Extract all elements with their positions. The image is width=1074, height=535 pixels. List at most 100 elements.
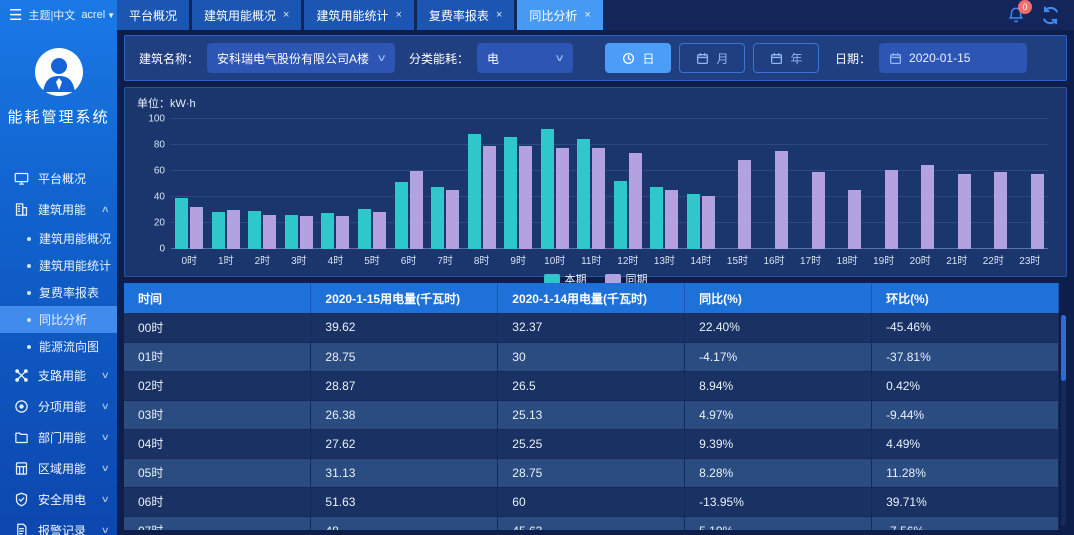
- table-cell: 28.75: [310, 342, 499, 372]
- bar-同期-19时: [884, 169, 898, 249]
- theme-language-switch[interactable]: 主题|中文: [28, 10, 76, 22]
- sidebar-item-7[interactable]: 报警记录 ∨: [0, 515, 117, 535]
- y-axis-tick-label: 60: [153, 165, 165, 177]
- gridline: [171, 144, 1048, 145]
- table-cell: 8.28%: [684, 458, 873, 488]
- bar-group-1时: [208, 119, 245, 249]
- user-avatar-icon: [35, 49, 82, 95]
- building-select-value: 安科瑞电气股份有限公司A楼: [217, 51, 370, 66]
- calendar-icon: [890, 52, 902, 64]
- chevron-down-icon: ∨: [375, 52, 387, 64]
- table-cell: 5.19%: [684, 516, 873, 530]
- sidebar-subitem-0[interactable]: 建筑用能概况: [0, 225, 117, 252]
- bar-group-6时: [390, 119, 427, 249]
- tab-close-icon[interactable]: ×: [495, 9, 503, 21]
- document-icon: [13, 523, 29, 535]
- table-scrollbar-track: [1061, 315, 1066, 526]
- chevron-up-icon: ∧: [101, 204, 111, 214]
- table-cell: 31.13: [310, 458, 499, 488]
- folder-icon: [13, 430, 29, 446]
- tab-1[interactable]: 建筑用能概况 ×: [192, 0, 302, 30]
- sidebar-subitem-2[interactable]: 复费率报表: [0, 279, 117, 306]
- date-label: 日期：: [835, 51, 872, 66]
- table-cell: -4.17%: [684, 342, 873, 372]
- tab-3[interactable]: 复费率报表 ×: [416, 0, 515, 30]
- calendar-icon: [696, 52, 709, 65]
- username: acrel: [81, 9, 106, 21]
- menu-toggle-icon[interactable]: ☰: [9, 7, 23, 24]
- granularity-button-2[interactable]: 年: [753, 43, 820, 73]
- sidebar-subitem-4[interactable]: 能源流向图: [0, 333, 117, 360]
- x-axis-tick-label: 18时: [836, 256, 858, 267]
- tab-close-icon[interactable]: ×: [584, 9, 591, 21]
- x-axis-tick-label: 2时: [254, 256, 271, 267]
- bar-同期-17时: [811, 171, 825, 249]
- granularity-label: 年: [790, 51, 803, 66]
- granularity-label: 月: [716, 51, 729, 66]
- table-scrollbar-thumb[interactable]: [1061, 315, 1066, 381]
- building-select[interactable]: 安科瑞电气股份有限公司A楼 ∨: [207, 43, 396, 73]
- notification-bell-icon[interactable]: 0: [1007, 0, 1032, 24]
- sidebar-subitem-1[interactable]: 建筑用能统计: [0, 252, 117, 279]
- tab-2[interactable]: 建筑用能统计 ×: [304, 0, 414, 30]
- sidebar-item-5[interactable]: 区域用能 ∨: [0, 453, 117, 484]
- app-title: 能耗管理系统: [7, 109, 110, 126]
- x-axis-line: [171, 248, 1048, 249]
- chevron-down-icon: ∨: [101, 370, 111, 380]
- tab-4[interactable]: 同比分析 ×: [517, 0, 603, 30]
- bar-group-2时: [244, 119, 281, 249]
- comparison-table: 时间 2020-1-15用电量(千瓦时) 2020-1-14用电量(千瓦时) 同比(%…: [124, 283, 1059, 530]
- table-cell: 01时: [124, 342, 312, 372]
- user-menu[interactable]: acrel ▼: [81, 9, 115, 21]
- legend-swatch: [604, 274, 621, 284]
- x-axis-tick-label: 16时: [763, 256, 785, 267]
- bar-本期-11时: [577, 138, 591, 249]
- chevron-down-icon: ∨: [101, 494, 111, 504]
- table-row-0: 00时 39.62 32.37 22.40% -45.46%: [124, 313, 1059, 343]
- date-picker[interactable]: 2020-01-15: [879, 43, 1028, 73]
- sidebar-item-1[interactable]: 建筑用能 ∧: [0, 194, 117, 225]
- sidebar-item-label: 平台概况: [38, 172, 87, 186]
- bullet-icon: [27, 317, 31, 322]
- sidebar-subitem-label: 复费率报表: [39, 286, 100, 300]
- tab-close-icon[interactable]: ×: [395, 9, 402, 21]
- table-cell: 51.63: [310, 487, 499, 517]
- bar-本期-10时: [540, 128, 554, 249]
- bar-同期-5时: [373, 211, 386, 249]
- sidebar-top: ☰ 主题|中文 acrel ▼: [0, 0, 117, 30]
- table-cell: 25.25: [497, 429, 686, 459]
- energy-type-select[interactable]: 电 ∨: [477, 43, 574, 73]
- sidebar-subitem-3[interactable]: 同比分析: [0, 306, 117, 333]
- table-cell: 22.40%: [684, 313, 873, 343]
- tab-close-icon[interactable]: ×: [283, 9, 290, 21]
- bar-同期-22时: [994, 171, 1008, 249]
- sidebar-subitem-label: 同比分析: [39, 313, 88, 327]
- x-axis-tick-label: 21时: [946, 256, 968, 267]
- tab-label: 建筑用能概况: [204, 8, 277, 23]
- table-cell: 39.62: [310, 313, 499, 343]
- bar-本期-5时: [358, 208, 371, 249]
- refresh-icon[interactable]: [1041, 6, 1060, 25]
- energy-type-value: 电: [487, 51, 500, 66]
- bar-同期-11时: [592, 147, 606, 249]
- table-cell: 05时: [124, 458, 312, 488]
- x-axis-tick-label: 4时: [327, 256, 344, 267]
- bar-同期-15时: [738, 159, 752, 249]
- bar-同期-6时: [409, 171, 423, 249]
- sidebar-item-3[interactable]: 分项用能 ∨: [0, 391, 117, 422]
- sidebar-item-0[interactable]: 平台概况: [0, 163, 117, 194]
- sidebar-item-2[interactable]: 支路用能 ∨: [0, 360, 117, 391]
- filter-panel: 建筑名称： 安科瑞电气股份有限公司A楼 ∨ 分类能耗： 电 ∨ 日月年 日期： …: [124, 35, 1067, 81]
- x-axis-tick-label: 3时: [291, 256, 307, 267]
- sidebar-item-6[interactable]: 安全用电 ∨: [0, 484, 117, 515]
- comparison-table-panel: 时间 2020-1-15用电量(千瓦时) 2020-1-14用电量(千瓦时) 同比(%…: [124, 283, 1067, 530]
- bar-group-23时: [1012, 119, 1049, 249]
- granularity-button-0[interactable]: 日: [605, 43, 672, 73]
- sidebar-item-4[interactable]: 部门用能 ∨: [0, 422, 117, 453]
- table-header-cell: 环比(%): [871, 283, 1059, 313]
- granularity-button-group: 日月年: [605, 43, 820, 73]
- granularity-button-1[interactable]: 月: [679, 43, 746, 73]
- sidebar-subitem-label: 能源流向图: [39, 340, 100, 354]
- tab-0[interactable]: 平台概况: [117, 0, 190, 30]
